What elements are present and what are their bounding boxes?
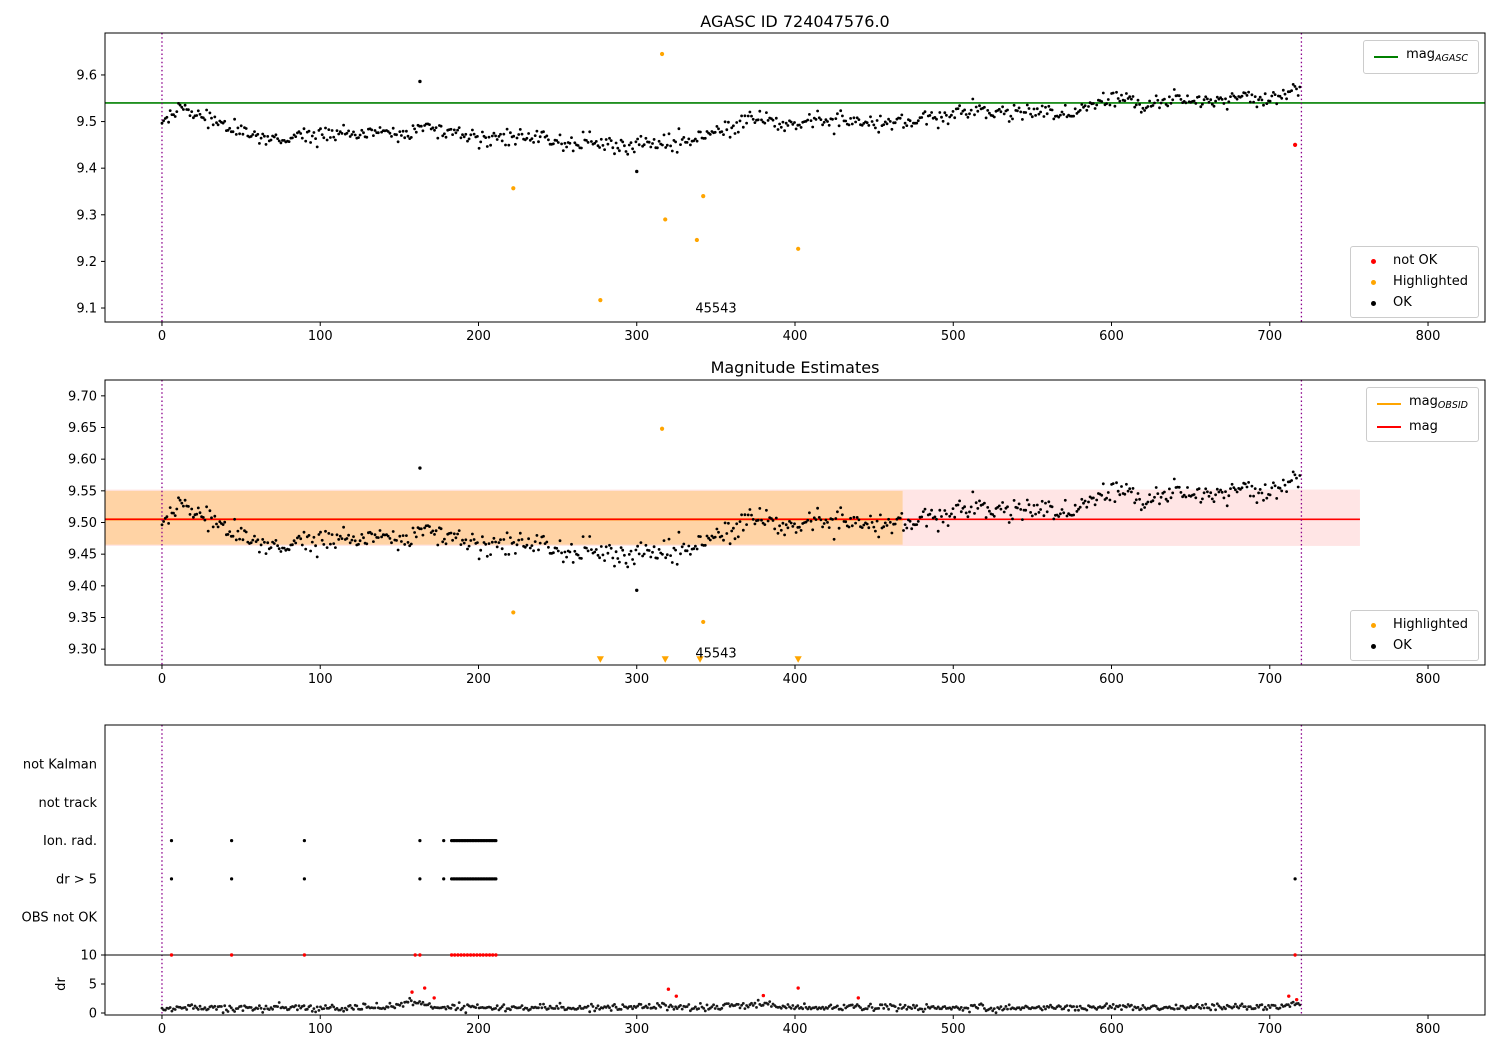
chart-panel-3: not Kalman not track Ion. rad. dr > 5 OBS no…: [22, 724, 1486, 1037]
chart2-line-legend-entry: mag: [1376, 419, 1468, 435]
svg-text:500: 500: [941, 672, 966, 687]
chart1-line-legend-entry: magAGASC: [1374, 47, 1468, 67]
chart2-marker-legend-entry: OK: [1361, 638, 1468, 654]
legend-dot-swatch-wrap: [1361, 300, 1385, 306]
svg-text:9.40: 9.40: [68, 579, 97, 594]
chart2-line-legend-entry: magOBSID: [1376, 394, 1468, 414]
svg-text:300: 300: [624, 1022, 649, 1037]
chart2-marker-legend: Highlighted OK: [1350, 610, 1479, 661]
chart2-annotation: 45543: [695, 646, 737, 662]
svg-text:0: 0: [89, 1007, 97, 1022]
svg-text:9.3: 9.3: [76, 208, 97, 223]
legend-label: OK: [1393, 295, 1412, 310]
svg-text:9.60: 9.60: [68, 453, 97, 468]
legend-dot-swatch-wrap: [1361, 258, 1385, 264]
legend-line-swatch: [1376, 426, 1401, 428]
svg-text:800: 800: [1416, 329, 1441, 344]
svg-text:9.5: 9.5: [76, 115, 97, 130]
svg-text:9.6: 9.6: [76, 68, 97, 83]
svg-text:9.45: 9.45: [68, 548, 97, 563]
svg-text:400: 400: [783, 329, 808, 344]
svg-text:0: 0: [158, 329, 166, 344]
svg-text:9.35: 9.35: [68, 611, 97, 626]
legend-label: magAGASC: [1406, 47, 1468, 64]
chart1-annotation: 45543: [695, 301, 737, 317]
legend-label: mag: [1408, 419, 1438, 434]
chart1-marker-legend: not OK Highlighted OK: [1350, 246, 1479, 318]
legend-label: OK: [1393, 638, 1412, 653]
legend-line-swatch: [1374, 56, 1399, 58]
svg-text:9.2: 9.2: [76, 255, 97, 270]
legend-label: Highlighted: [1393, 617, 1468, 632]
svg-text:5: 5: [89, 978, 97, 993]
svg-text:400: 400: [783, 672, 808, 687]
svg-text:9.65: 9.65: [68, 421, 97, 436]
chart2-marker-legend-entry: Highlighted: [1361, 617, 1468, 633]
legend-dot-swatch-wrap: [1361, 643, 1385, 649]
svg-text:not Kalman: not Kalman: [23, 758, 97, 773]
svg-text:600: 600: [1099, 1022, 1124, 1037]
svg-text:9.55: 9.55: [68, 484, 97, 499]
chart-panel-2: 0 100 200 300 400 500 600 700 800 9.30 9.35 9.40 9.4…: [68, 379, 1486, 687]
svg-text:400: 400: [783, 1022, 808, 1037]
legend-label: Highlighted: [1393, 274, 1468, 289]
svg-text:200: 200: [466, 329, 491, 344]
legend-line-swatch: [1376, 403, 1401, 405]
svg-text:500: 500: [941, 329, 966, 344]
svg-text:800: 800: [1416, 1022, 1441, 1037]
svg-text:dr > 5: dr > 5: [56, 872, 97, 887]
chart2-line-legend: magOBSID mag: [1365, 387, 1479, 442]
svg-text:100: 100: [308, 1022, 333, 1037]
legend-dot-swatch: [1370, 279, 1376, 285]
legend-dot-swatch: [1370, 258, 1376, 264]
chart1-title: AGASC ID 724047576.0: [700, 12, 890, 31]
chart1-marker-legend-entry: OK: [1361, 295, 1468, 311]
svg-text:100: 100: [308, 329, 333, 344]
svg-text:200: 200: [466, 1022, 491, 1037]
svg-text:OBS not OK: OBS not OK: [22, 911, 98, 926]
legend-dot-swatch-wrap: [1361, 622, 1385, 628]
svg-text:Ion. rad.: Ion. rad.: [43, 834, 97, 849]
svg-text:0: 0: [158, 672, 166, 687]
svg-text:600: 600: [1099, 329, 1124, 344]
svg-text:9.1: 9.1: [76, 302, 97, 317]
chart2-title: Magnitude Estimates: [710, 358, 880, 377]
chart-panel-1: 0 100 200 300 400 500 600 700 800 9.1 9.2 9.3 9.4 9.5…: [76, 32, 1486, 344]
svg-text:800: 800: [1416, 672, 1441, 687]
chart1-line-legend: magAGASC: [1363, 40, 1479, 74]
svg-text:10: 10: [80, 949, 97, 964]
svg-text:700: 700: [1257, 1022, 1282, 1037]
svg-text:200: 200: [466, 672, 491, 687]
legend-label: not OK: [1393, 253, 1438, 268]
svg-text:not track: not track: [38, 796, 97, 811]
svg-text:9.50: 9.50: [68, 516, 97, 531]
chart1-marker-legend-entry: not OK: [1361, 253, 1468, 269]
legend-label: magOBSID: [1408, 394, 1468, 411]
svg-text:700: 700: [1257, 672, 1282, 687]
svg-text:600: 600: [1099, 672, 1124, 687]
svg-text:100: 100: [308, 672, 333, 687]
svg-text:9.70: 9.70: [68, 389, 97, 404]
svg-text:300: 300: [624, 329, 649, 344]
svg-text:700: 700: [1257, 329, 1282, 344]
svg-text:0: 0: [158, 1022, 166, 1037]
legend-dot-swatch-wrap: [1361, 279, 1385, 285]
svg-text:9.30: 9.30: [68, 643, 97, 658]
svg-text:dr: dr: [54, 977, 69, 991]
svg-text:9.4: 9.4: [76, 162, 97, 177]
legend-dot-swatch: [1370, 643, 1376, 649]
svg-text:300: 300: [624, 672, 649, 687]
svg-text:500: 500: [941, 1022, 966, 1037]
legend-dot-swatch: [1370, 300, 1376, 306]
legend-dot-swatch: [1370, 622, 1376, 628]
chart1-marker-legend-entry: Highlighted: [1361, 274, 1468, 290]
